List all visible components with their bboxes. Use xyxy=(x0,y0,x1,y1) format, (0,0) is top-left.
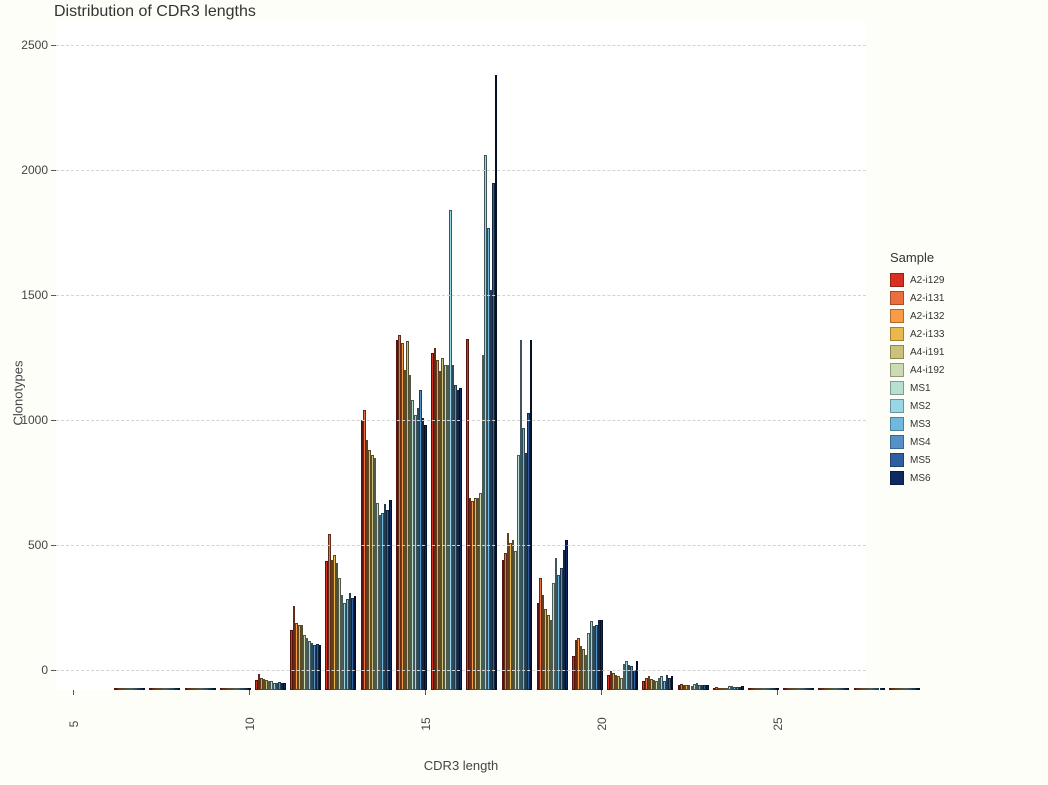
y-tick-label: 2500 xyxy=(0,38,56,52)
x-tick-label: 5 xyxy=(67,721,81,728)
legend-swatch xyxy=(890,309,904,323)
legend-label: MS1 xyxy=(910,383,931,394)
bar xyxy=(143,688,146,690)
cdr3-length-distribution-chart: Distribution of CDR3 lengths Clonotypes … xyxy=(0,0,1048,785)
bar xyxy=(671,676,674,690)
bar xyxy=(847,688,850,690)
legend-item: A2-i131 xyxy=(890,289,944,307)
legend-swatch xyxy=(890,399,904,413)
bar xyxy=(424,425,427,690)
legend-label: MS3 xyxy=(910,419,931,430)
x-axis-label: CDR3 length xyxy=(424,758,498,773)
legend-item: MS6 xyxy=(890,469,944,487)
bar xyxy=(319,645,322,690)
grid-line xyxy=(56,45,866,46)
grid-line xyxy=(56,545,866,546)
legend-label: A2-i131 xyxy=(910,293,944,304)
x-tick-label: 15 xyxy=(419,717,433,730)
bar xyxy=(389,500,392,690)
legend-swatch xyxy=(890,327,904,341)
x-tick-mark xyxy=(249,690,250,695)
legend-item: A4-i191 xyxy=(890,343,944,361)
y-tick-label: 1000 xyxy=(0,413,56,427)
grid-line xyxy=(56,420,866,421)
legend-swatch xyxy=(890,345,904,359)
y-tick-label: 2000 xyxy=(0,163,56,177)
legend-label: MS4 xyxy=(910,437,931,448)
bar xyxy=(354,596,357,690)
legend-swatch xyxy=(890,435,904,449)
legend-item: MS5 xyxy=(890,451,944,469)
bar xyxy=(741,686,744,690)
legend-title: Sample xyxy=(890,250,944,265)
bar xyxy=(565,540,568,690)
legend-swatch xyxy=(890,363,904,377)
legend-swatch xyxy=(890,417,904,431)
legend-swatch xyxy=(890,471,904,485)
x-tick-label: 25 xyxy=(771,717,785,730)
legend-swatch xyxy=(890,291,904,305)
bar xyxy=(283,683,286,690)
x-tick-label: 10 xyxy=(243,717,257,730)
legend: Sample A2-i129 A2-i131 A2-i132 A2-i133 A4-i1… xyxy=(890,250,944,487)
legend-swatch xyxy=(890,381,904,395)
plot-area xyxy=(56,20,866,690)
bar xyxy=(600,620,603,690)
bar xyxy=(530,340,533,690)
x-tick-mark xyxy=(425,690,426,695)
legend-item: MS4 xyxy=(890,433,944,451)
chart-title: Distribution of CDR3 lengths xyxy=(54,3,256,21)
x-tick-mark xyxy=(73,690,74,695)
bar xyxy=(495,75,498,690)
legend-label: MS2 xyxy=(910,401,931,412)
legend-item: A4-i192 xyxy=(890,361,944,379)
legend-item: MS2 xyxy=(890,397,944,415)
legend-label: A2-i132 xyxy=(910,311,944,322)
bar xyxy=(917,688,920,690)
grid-line xyxy=(56,295,866,296)
legend-label: MS5 xyxy=(910,455,931,466)
bar xyxy=(178,688,181,690)
y-tick-label: 1500 xyxy=(0,288,56,302)
grid-line xyxy=(56,170,866,171)
legend-label: A2-i133 xyxy=(910,329,944,340)
bar xyxy=(213,688,216,690)
legend-item: MS3 xyxy=(890,415,944,433)
bar xyxy=(882,688,885,690)
x-tick-mark xyxy=(601,690,602,695)
bar xyxy=(812,688,815,690)
legend-label: A2-i129 xyxy=(910,275,944,286)
legend-label: A4-i192 xyxy=(910,365,944,376)
legend-item: A2-i132 xyxy=(890,307,944,325)
y-tick-label: 500 xyxy=(0,538,56,552)
x-tick-label: 20 xyxy=(595,717,609,730)
x-tick-mark xyxy=(777,690,778,695)
bar xyxy=(636,661,639,690)
legend-label: MS6 xyxy=(910,473,931,484)
legend-swatch xyxy=(890,273,904,287)
legend-label: A4-i191 xyxy=(910,347,944,358)
bar xyxy=(706,685,709,690)
legend-item: A2-i133 xyxy=(890,325,944,343)
bar xyxy=(459,388,462,691)
legend-item: MS1 xyxy=(890,379,944,397)
grid-line xyxy=(56,670,866,671)
legend-swatch xyxy=(890,453,904,467)
legend-item: A2-i129 xyxy=(890,271,944,289)
y-tick-label: 0 xyxy=(0,663,56,677)
